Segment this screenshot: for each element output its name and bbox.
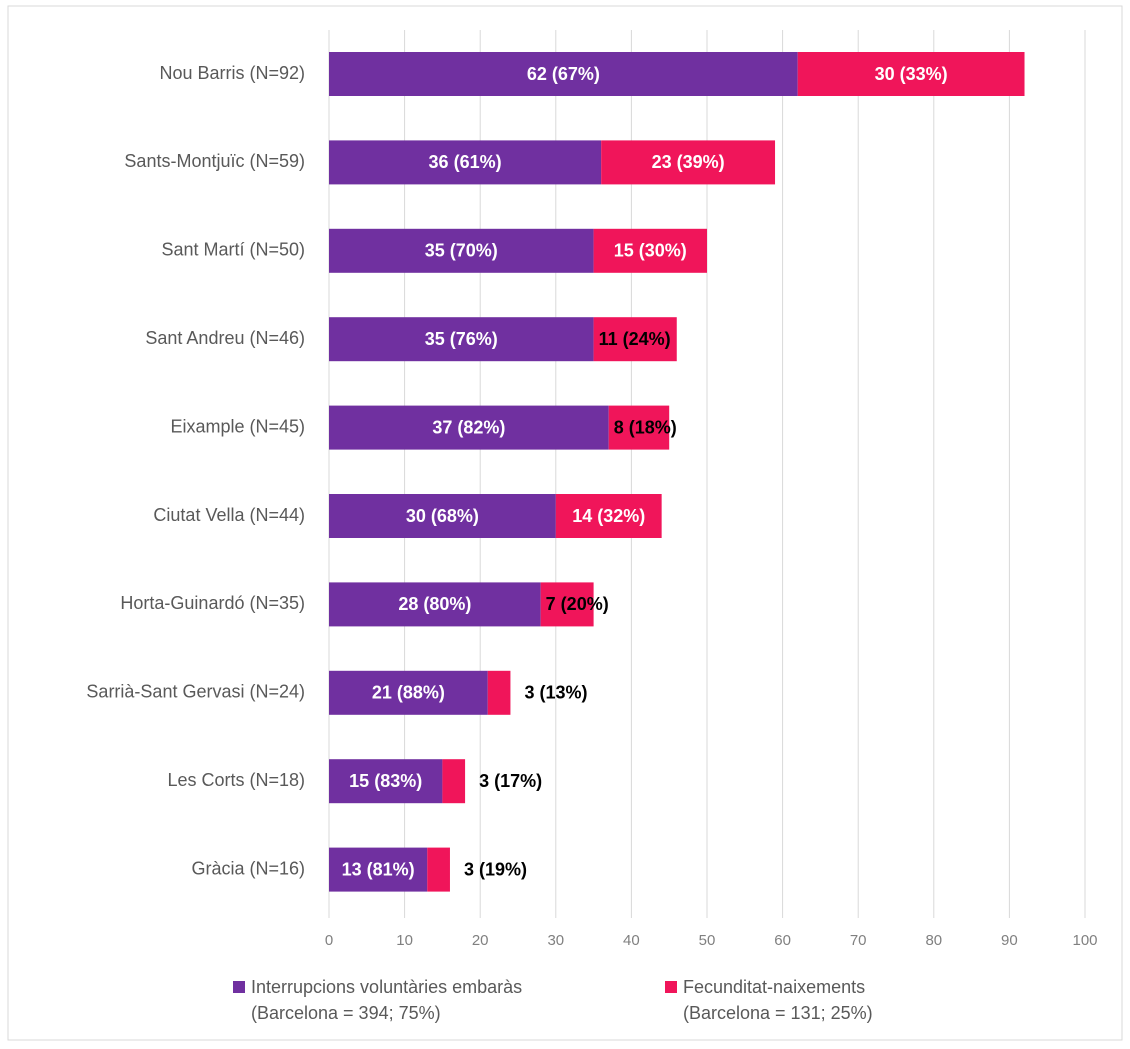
x-tick-label: 90 [1001, 932, 1018, 949]
bar [329, 847, 428, 892]
y-tick-label: Sarrià-Sant Gervasi (N=24) [86, 682, 305, 702]
bar [797, 52, 1025, 96]
data-label: 30 (68%) [406, 506, 479, 526]
x-tick-label: 100 [1072, 932, 1097, 949]
x-tick-label: 50 [699, 932, 716, 949]
data-label: 11 (24%) [599, 329, 671, 349]
data-label: 15 (83%) [349, 771, 422, 791]
data-label: 21 (88%) [372, 683, 445, 703]
bar [608, 405, 670, 450]
bar [329, 317, 594, 362]
data-label: 30 (33%) [875, 64, 948, 84]
bar [427, 847, 450, 892]
bar [601, 140, 776, 185]
bar [555, 494, 662, 538]
y-tick-label: Nou Barris (N=92) [159, 63, 305, 83]
data-label: 35 (70%) [425, 241, 498, 261]
x-tick-label: 60 [774, 932, 791, 949]
data-label: 13 (81%) [342, 859, 415, 879]
data-label: 23 (39%) [652, 152, 725, 172]
bar [329, 140, 602, 185]
bar [593, 228, 707, 273]
bar [329, 228, 594, 273]
data-label: 62 (67%) [527, 64, 600, 84]
y-tick-label: Sant Andreu (N=46) [145, 328, 305, 348]
bar [329, 759, 443, 804]
legend-label: Interrupcions voluntàries embaràs (Barce… [251, 977, 523, 1023]
bar [487, 670, 511, 715]
bar [329, 494, 556, 538]
bar [540, 582, 594, 627]
y-tick-label: Gràcia (N=16) [191, 858, 305, 878]
y-tick-label: Sants-Montjuïc (N=59) [124, 151, 305, 171]
data-label: 28 (80%) [398, 594, 471, 614]
bar [329, 670, 488, 715]
data-label: 35 (76%) [425, 329, 498, 349]
y-tick-label: Les Corts (N=18) [167, 770, 305, 790]
x-tick-label: 10 [396, 932, 413, 949]
x-tick-label: 0 [325, 932, 333, 949]
x-tick-label: 30 [547, 932, 564, 949]
y-tick-label: Ciutat Vella (N=44) [153, 505, 305, 525]
data-label: 3 (13%) [524, 683, 587, 703]
x-tick-label: 80 [925, 932, 942, 949]
y-tick-label: Horta-Guinardó (N=35) [120, 593, 305, 613]
x-tick-label: 40 [623, 932, 640, 949]
data-label: 37 (82%) [432, 417, 505, 437]
bar [329, 582, 541, 627]
bar [593, 317, 677, 362]
data-label: 7 (20%) [546, 594, 609, 614]
data-label: 3 (19%) [464, 859, 527, 879]
data-label: 3 (17%) [479, 771, 542, 791]
data-label: 14 (32%) [572, 506, 645, 526]
bar [329, 52, 798, 96]
y-tick-label: Sant Martí (N=50) [161, 240, 305, 260]
legend-swatch [233, 981, 245, 993]
bar [329, 405, 609, 450]
data-label: 8 (18%) [614, 417, 677, 437]
legend-label: Fecunditat-naixements (Barcelona = 131; … [683, 977, 873, 1023]
data-label: 36 (61%) [429, 152, 502, 172]
bar [442, 759, 466, 804]
y-tick-label: Eixample (N=45) [170, 416, 305, 436]
x-tick-label: 20 [472, 932, 489, 949]
x-tick-label: 70 [850, 932, 867, 949]
data-label: 15 (30%) [614, 241, 687, 261]
legend-swatch [665, 981, 677, 993]
